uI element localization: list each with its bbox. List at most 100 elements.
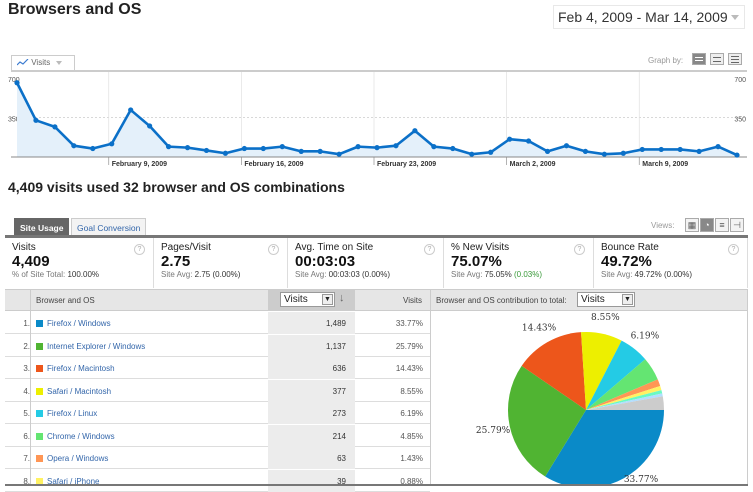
row-dimension-link[interactable]: Safari / Macintosh bbox=[47, 386, 112, 396]
row-number: 8. bbox=[23, 476, 30, 486]
metric-sub: Site Avg: 00:03:03 (0.00%) bbox=[295, 270, 443, 279]
data-point[interactable] bbox=[14, 80, 20, 86]
row-percent: 14.43% bbox=[395, 364, 423, 373]
row-dimension-link[interactable]: Firefox / Linux bbox=[47, 409, 98, 418]
data-point[interactable] bbox=[109, 141, 115, 147]
row-dimension-link[interactable]: Internet Explorer / Windows bbox=[47, 341, 146, 351]
pie-slice[interactable] bbox=[586, 379, 661, 410]
pie-slice[interactable] bbox=[586, 359, 658, 410]
data-point[interactable] bbox=[128, 107, 134, 113]
data-point[interactable] bbox=[374, 145, 380, 151]
data-point[interactable] bbox=[71, 143, 77, 149]
data-point[interactable] bbox=[279, 144, 285, 150]
pie-slice[interactable] bbox=[586, 340, 646, 410]
data-point[interactable] bbox=[222, 150, 229, 156]
x-tick-label: March 2, 2009 bbox=[510, 161, 556, 168]
help-icon[interactable]: ? bbox=[728, 244, 739, 255]
data-point[interactable] bbox=[393, 143, 399, 149]
data-point[interactable] bbox=[412, 128, 418, 134]
data-point[interactable] bbox=[563, 143, 570, 149]
data-point[interactable] bbox=[355, 144, 361, 150]
metric-value: 4,409 bbox=[12, 253, 50, 270]
metric-avg-time: Avg. Time on Site 00:03:03 Site Avg: 00:… bbox=[288, 238, 444, 288]
data-point[interactable] bbox=[582, 148, 589, 154]
row-number: 3. bbox=[23, 364, 30, 373]
pie-slice[interactable] bbox=[586, 396, 664, 410]
data-point[interactable] bbox=[715, 144, 721, 150]
help-icon[interactable]: ? bbox=[574, 244, 585, 255]
column-divider bbox=[747, 289, 748, 486]
table-bottom-rule bbox=[5, 484, 748, 486]
pie-slice[interactable] bbox=[545, 410, 664, 484]
data-point[interactable] bbox=[677, 146, 683, 153]
table-row: 2. Internet Explorer / Windows 1,137 25.79% bbox=[5, 334, 430, 357]
graph-by-week-button[interactable] bbox=[710, 53, 724, 65]
column-header-visits[interactable]: Visits bbox=[403, 296, 422, 305]
data-point[interactable] bbox=[165, 144, 172, 150]
table-view-button[interactable]: ▦ bbox=[685, 218, 699, 232]
row-dimension-link[interactable]: Firefox / Windows bbox=[47, 319, 111, 328]
contribution-metric-select[interactable]: Visits ▼ bbox=[577, 292, 635, 307]
comparison-view-button[interactable]: ⊣ bbox=[730, 218, 744, 232]
metric-label: Bounce Rate bbox=[601, 242, 659, 253]
data-point[interactable] bbox=[52, 124, 58, 130]
data-point[interactable] bbox=[203, 147, 210, 154]
data-point[interactable] bbox=[147, 123, 153, 129]
help-icon[interactable]: ? bbox=[268, 244, 279, 255]
tab-goal-conversion[interactable]: Goal Conversion bbox=[71, 218, 147, 235]
data-point[interactable] bbox=[33, 117, 39, 123]
data-point[interactable] bbox=[601, 151, 607, 157]
graph-by-month-button[interactable] bbox=[728, 53, 742, 65]
sort-descending-icon[interactable]: ↓ bbox=[339, 292, 345, 304]
x-tick-label: February 23, 2009 bbox=[377, 161, 436, 168]
data-point[interactable] bbox=[544, 148, 551, 154]
data-point[interactable] bbox=[488, 149, 494, 155]
pie-slice[interactable] bbox=[586, 385, 662, 410]
data-point[interactable] bbox=[431, 144, 437, 150]
data-point[interactable] bbox=[450, 145, 456, 152]
help-icon[interactable]: ? bbox=[424, 244, 435, 255]
metric-label: % New Visits bbox=[451, 242, 510, 253]
pie-label: 14.43% bbox=[522, 323, 557, 333]
data-point[interactable] bbox=[696, 148, 702, 154]
help-icon[interactable]: ? bbox=[134, 244, 145, 255]
pie-slice[interactable] bbox=[586, 393, 663, 410]
metric-sub-value: 75.05% bbox=[484, 270, 515, 279]
data-point[interactable] bbox=[639, 146, 645, 153]
row-dimension-link[interactable]: Safari / iPhone bbox=[47, 476, 100, 486]
metric-sub-prefix: Site Avg: bbox=[601, 270, 635, 279]
data-point[interactable] bbox=[469, 151, 475, 157]
pie-slice[interactable] bbox=[581, 332, 622, 410]
row-dimension-link[interactable]: Opera / Windows bbox=[47, 454, 109, 463]
column-metric-select[interactable]: Visits ▼ bbox=[280, 292, 335, 307]
data-point[interactable] bbox=[184, 145, 191, 151]
row-number: 6. bbox=[23, 431, 30, 441]
metric-pages-visit: Pages/Visit 2.75 Site Avg: 2.75 (0.00%) … bbox=[154, 238, 288, 288]
date-range-picker[interactable]: Feb 4, 2009 - Mar 14, 2009 bbox=[553, 5, 745, 29]
pie-label: 25.79% bbox=[476, 426, 511, 436]
column-divider bbox=[430, 289, 431, 486]
data-point[interactable] bbox=[658, 146, 664, 153]
data-point[interactable] bbox=[298, 148, 304, 154]
data-point[interactable] bbox=[260, 145, 266, 152]
graph-by-day-button[interactable] bbox=[692, 53, 706, 65]
tab-site-usage[interactable]: Site Usage bbox=[14, 218, 70, 235]
data-point[interactable] bbox=[90, 145, 96, 152]
data-point[interactable] bbox=[620, 150, 626, 156]
data-point[interactable] bbox=[525, 138, 532, 144]
row-dimension-link[interactable]: Chrome / Windows bbox=[47, 431, 115, 441]
data-point[interactable] bbox=[507, 136, 513, 142]
performance-view-button[interactable]: ≡ bbox=[715, 218, 729, 232]
chevron-down-icon bbox=[56, 60, 63, 65]
data-point[interactable] bbox=[734, 152, 740, 158]
pie-slice[interactable] bbox=[586, 390, 663, 410]
pie-slice[interactable] bbox=[521, 332, 586, 410]
row-dimension-link[interactable]: Firefox / Macintosh bbox=[47, 364, 115, 373]
column-header-browser-os[interactable]: Browser and OS bbox=[36, 296, 95, 305]
pie-view-button[interactable]: ◔ bbox=[700, 218, 714, 232]
data-point[interactable] bbox=[241, 145, 247, 152]
data-point[interactable] bbox=[317, 148, 323, 154]
graph-metric-selector[interactable]: Visits bbox=[11, 55, 75, 71]
pie-slice[interactable] bbox=[508, 365, 586, 477]
data-point[interactable] bbox=[336, 151, 342, 157]
